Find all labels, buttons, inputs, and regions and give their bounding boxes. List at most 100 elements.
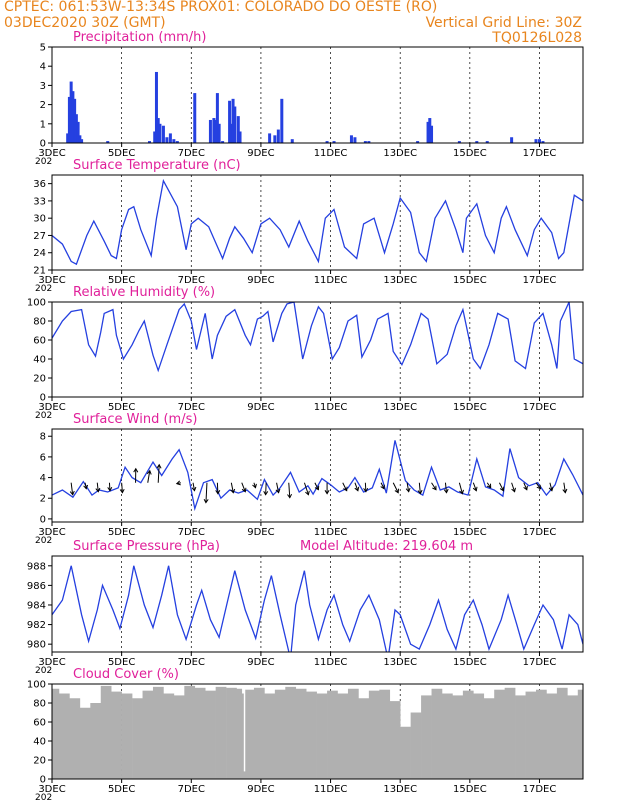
x-tick-label: 9DEC — [247, 657, 274, 668]
cloud-column — [142, 690, 154, 779]
series-group — [52, 440, 583, 512]
wind-vector — [458, 482, 463, 494]
wind-vector — [314, 482, 319, 490]
y-tick-label: 2 — [40, 100, 46, 111]
wind-vector — [431, 482, 437, 491]
wind-arrowhead — [314, 485, 320, 491]
wind-vector — [418, 482, 421, 494]
x-tick-label: 5DEC — [108, 402, 135, 413]
y-tick-label: 4 — [40, 62, 46, 73]
x-tick-label: 11DEC — [314, 402, 348, 413]
cloud-column — [494, 689, 505, 779]
wind-arrowhead — [363, 487, 369, 493]
panel-frame — [51, 301, 584, 398]
panel-title: Relative Humidity (%) — [73, 285, 215, 300]
cloud-column — [152, 686, 164, 779]
precip-bar — [71, 91, 75, 143]
panel-title: Cloud Cover (%) — [73, 667, 179, 682]
x-tick-label: 17DEC — [523, 527, 557, 538]
wind-arrowhead — [305, 490, 310, 496]
cloud-column — [306, 691, 317, 779]
cloud-column — [236, 688, 243, 779]
cloud-column — [431, 688, 443, 779]
precip-bar — [268, 133, 272, 143]
precip-bar — [156, 118, 160, 143]
x-tick-label: 5DEC — [108, 148, 135, 159]
x-tick-label: 3DEC — [38, 148, 65, 159]
x-tick-label: 3DEC — [38, 657, 65, 668]
panel-5: 980 982 984 986 988 3DEC 5DEC 7DEC 9DEC 11DEC 13DE… — [27, 539, 584, 676]
year-stub: 202 — [35, 157, 52, 167]
panel-title: Surface Temperature (nC) — [73, 158, 241, 173]
cloud-column — [100, 685, 112, 779]
x-tick-label: 7DEC — [178, 784, 205, 795]
model-code: TQ0126L028 — [492, 30, 582, 46]
wind-arrowhead — [459, 489, 464, 495]
cloud-column — [515, 695, 526, 779]
wind-vector — [265, 482, 267, 495]
y-tick-label: 0 — [40, 514, 46, 525]
precip-bar — [416, 141, 420, 143]
wind-vector — [511, 482, 516, 492]
series-group — [52, 302, 583, 373]
y-tick-label: 30 — [33, 214, 46, 225]
y-tick-label: 3 — [40, 81, 46, 92]
wind-arrowhead — [69, 490, 75, 496]
series-line — [52, 178, 583, 266]
cloud-column — [58, 693, 70, 779]
model-altitude: Model Altitude: 219.604 m — [300, 539, 473, 554]
wind-arrowhead — [523, 485, 528, 491]
x-tick-label: 7DEC — [178, 275, 205, 286]
precip-bar — [106, 141, 110, 143]
y-tick-label: 36 — [33, 179, 46, 190]
x-tick-label: 17DEC — [523, 402, 557, 413]
panel-title: Surface Pressure (hPa) — [73, 539, 220, 554]
wind-arrowhead — [405, 487, 411, 493]
year-stub: 202 — [35, 284, 52, 294]
x-tick-label: 15DEC — [453, 527, 487, 538]
wind-arrowhead — [472, 486, 478, 492]
y-tick-label: 984 — [27, 600, 46, 611]
cloud-column — [483, 698, 495, 779]
x-tick-label: 15DEC — [453, 402, 487, 413]
cloud-column — [111, 691, 122, 779]
precip-bar — [349, 135, 353, 143]
wind-vector — [276, 482, 280, 493]
wind-vector — [121, 482, 123, 493]
wind-vector — [157, 464, 160, 483]
x-tick-label: 11DEC — [314, 275, 348, 286]
y-tick-label: 33 — [33, 196, 46, 207]
precip-bar — [290, 139, 294, 143]
wind-arrowhead — [95, 487, 101, 493]
wind-arrowhead — [156, 463, 162, 469]
x-tick-label: 5DEC — [108, 784, 135, 795]
panel-frame — [51, 46, 584, 144]
wind-vector — [354, 482, 359, 491]
cloud-column — [194, 687, 206, 779]
wind-vector — [392, 482, 399, 493]
year-stub: 202 — [35, 411, 52, 421]
wind-arrowhead — [562, 488, 568, 494]
wind-arrowhead — [548, 486, 554, 492]
precip-bar — [153, 131, 157, 143]
y-tick-label: 100 — [27, 680, 46, 691]
cloud-column — [215, 686, 227, 779]
run-date: 03DEC2020 30Z (GMT) — [4, 15, 166, 31]
precip-bar — [426, 121, 430, 143]
y-tick-label: 6 — [40, 452, 46, 463]
x-tick-label: 5DEC — [108, 275, 135, 286]
y-tick-label: 988 — [27, 561, 46, 572]
cloud-column — [410, 712, 422, 779]
x-tick-label: 13DEC — [383, 402, 417, 413]
cloud-column — [274, 689, 286, 779]
precip-bar — [67, 96, 71, 143]
wind-arrowhead — [263, 490, 269, 496]
wind-arrowhead — [380, 484, 385, 490]
precip-bar — [475, 141, 479, 143]
series-line — [52, 565, 583, 652]
precip-bar — [214, 119, 218, 143]
precip-bar — [73, 98, 77, 143]
panel-title: Precipitation (mm/h) — [73, 30, 206, 45]
panel-frame — [51, 555, 584, 653]
precip-bar — [485, 141, 489, 143]
